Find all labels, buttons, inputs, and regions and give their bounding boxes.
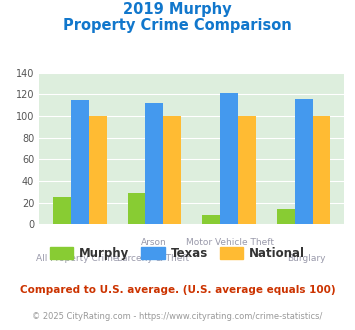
Bar xyxy=(146,103,163,224)
Bar xyxy=(238,116,256,224)
Legend: Murphy, Texas, National: Murphy, Texas, National xyxy=(45,242,310,264)
Bar xyxy=(89,116,106,224)
Text: Burglary: Burglary xyxy=(287,254,326,263)
Text: Motor Vehicle Theft: Motor Vehicle Theft xyxy=(186,238,274,247)
Bar xyxy=(312,116,331,224)
Text: Arson: Arson xyxy=(141,238,166,247)
Bar xyxy=(53,197,71,224)
Text: 2019 Murphy: 2019 Murphy xyxy=(123,2,232,16)
Bar xyxy=(220,93,238,224)
Text: All Property Crime: All Property Crime xyxy=(36,254,119,263)
Bar xyxy=(163,116,181,224)
Bar xyxy=(295,99,312,224)
Bar xyxy=(71,100,89,224)
Bar xyxy=(127,193,146,224)
Text: Property Crime Comparison: Property Crime Comparison xyxy=(63,18,292,33)
Text: Larceny & Theft: Larceny & Theft xyxy=(118,254,190,263)
Bar xyxy=(277,209,295,224)
Text: Compared to U.S. average. (U.S. average equals 100): Compared to U.S. average. (U.S. average … xyxy=(20,285,335,295)
Bar xyxy=(202,214,220,224)
Text: © 2025 CityRating.com - https://www.cityrating.com/crime-statistics/: © 2025 CityRating.com - https://www.city… xyxy=(32,312,323,321)
